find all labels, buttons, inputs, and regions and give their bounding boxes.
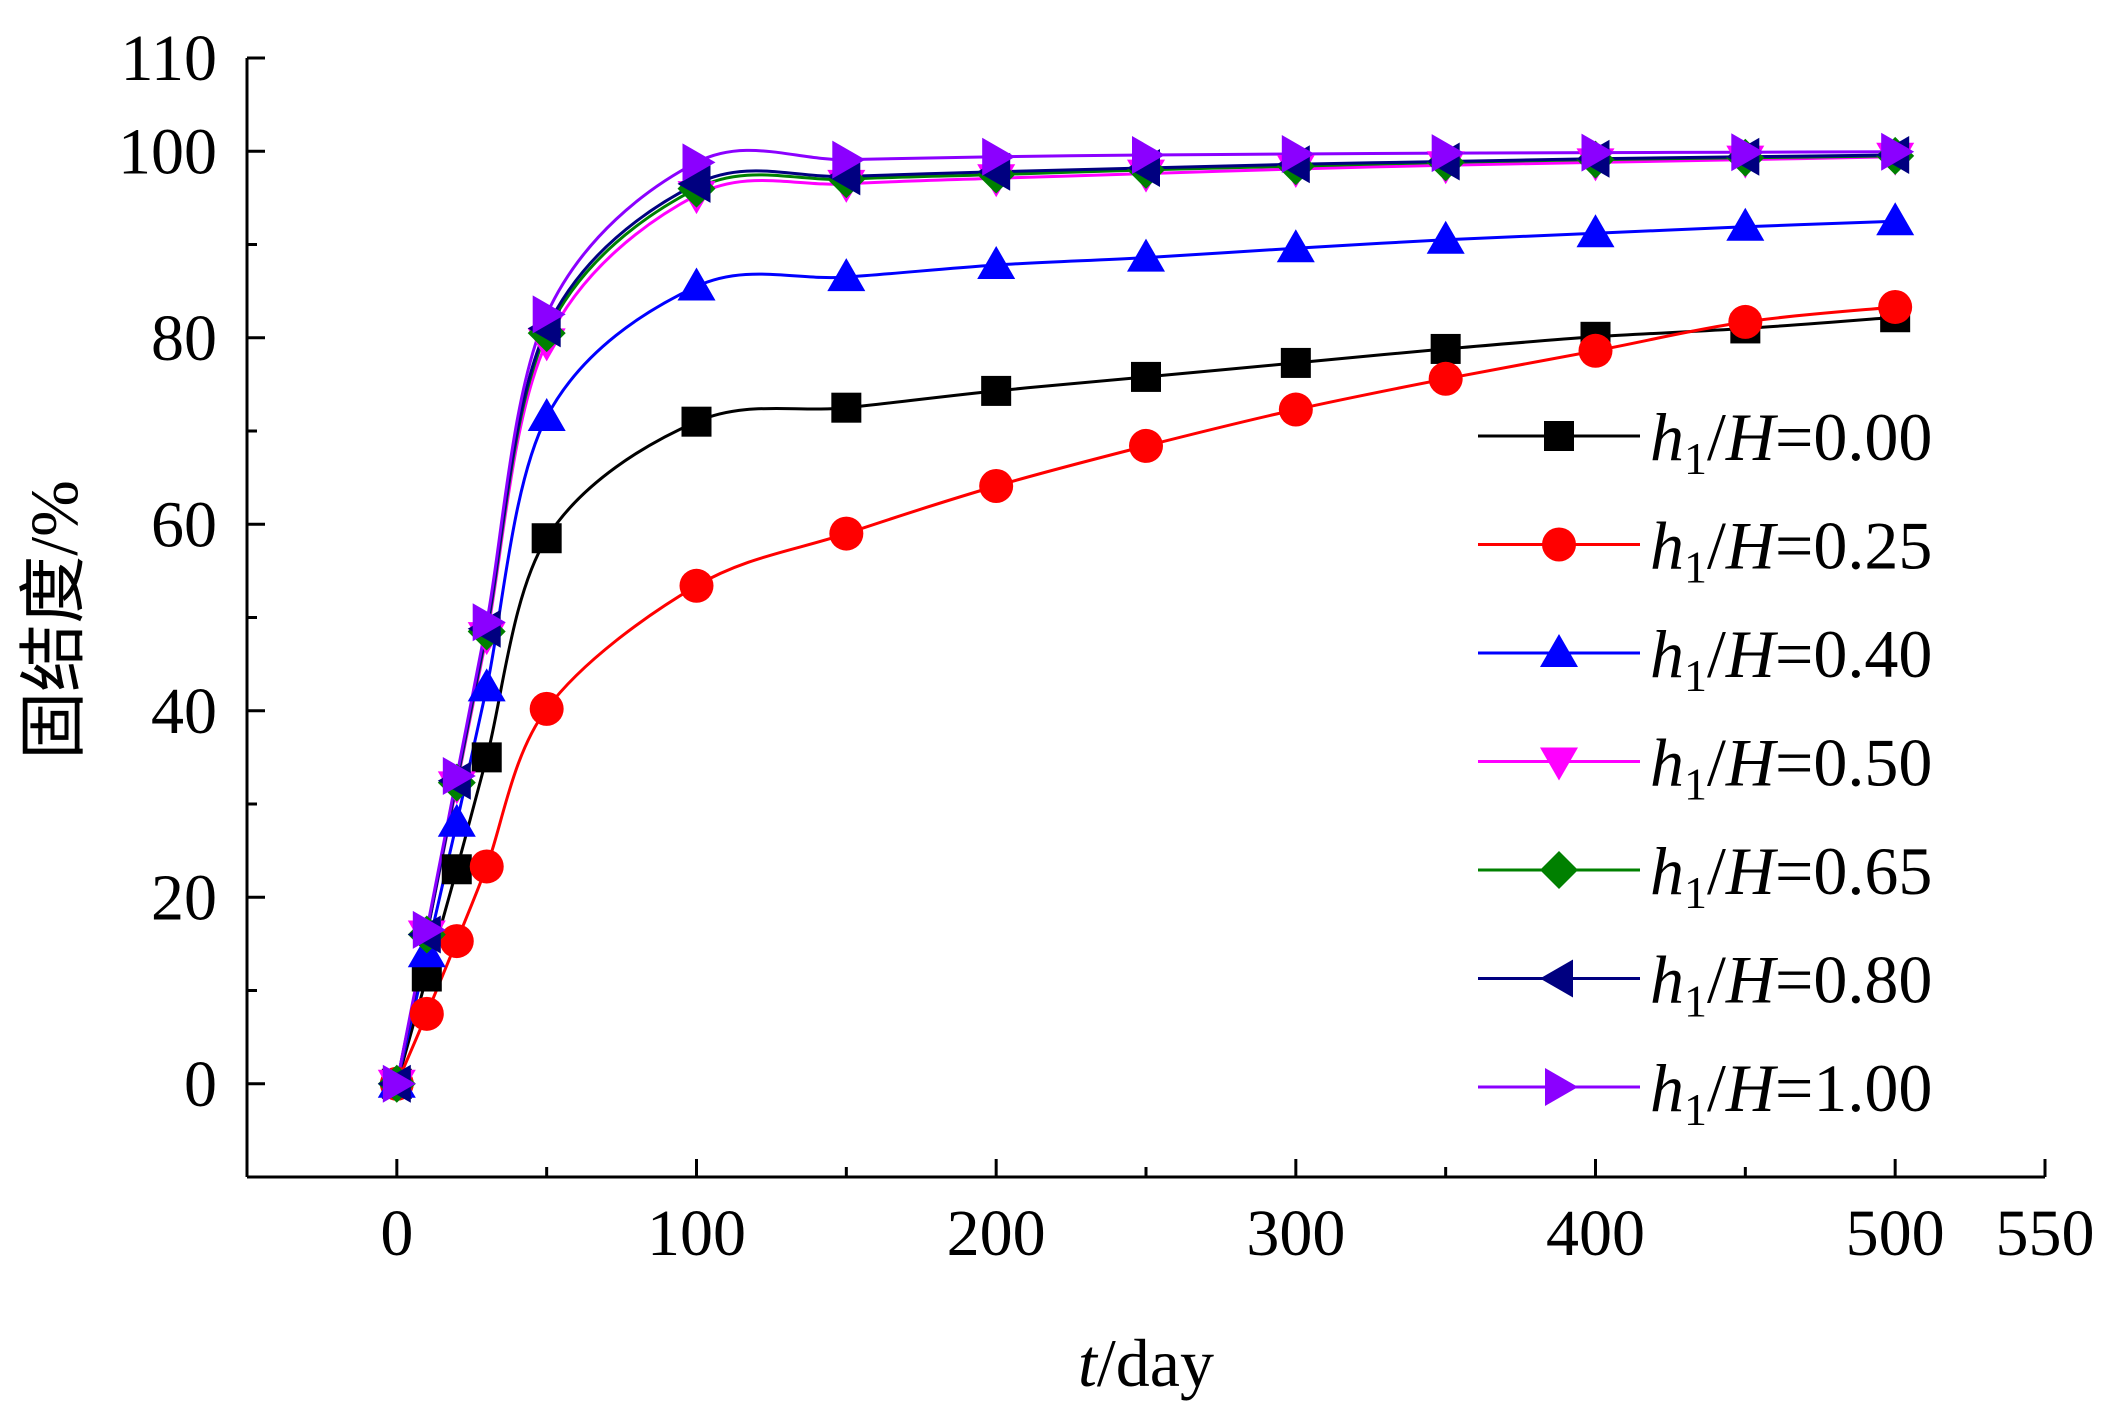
data-point: [1576, 214, 1615, 248]
data-point: [409, 996, 444, 1031]
x-axis-title: t/day: [1078, 1325, 1214, 1401]
data-point: [532, 295, 566, 334]
legend-marker: [1540, 851, 1578, 889]
x-tick-label: 0: [380, 1197, 413, 1270]
legend-label: h1/H=1.00: [1650, 1050, 1932, 1135]
y-tick-label: 40: [151, 675, 217, 748]
data-point: [1578, 333, 1613, 368]
data-point: [1731, 133, 1765, 172]
data-point: [529, 691, 564, 726]
data-point: [1876, 202, 1915, 236]
legend-marker: [1540, 634, 1578, 667]
series-line-0: [395, 315, 1896, 1085]
data-point: [1726, 207, 1765, 241]
legend-label: h1/H=0.25: [1650, 508, 1932, 593]
data-point: [382, 1064, 416, 1103]
data-point: [531, 523, 562, 554]
data-point: [979, 469, 1014, 504]
data-point: [441, 854, 472, 885]
data-point: [982, 137, 1016, 176]
y-tick-label: 0: [184, 1048, 217, 1121]
y-tick-label: 110: [120, 22, 217, 95]
data-point: [1132, 136, 1165, 174]
data-point: [831, 392, 862, 423]
data-point: [677, 164, 711, 203]
x-tick-label: 300: [1246, 1197, 1345, 1270]
data-point: [439, 924, 474, 959]
data-point: [1428, 361, 1463, 396]
data-point: [1278, 392, 1313, 427]
data-point: [1426, 220, 1465, 254]
data-point: [412, 910, 446, 949]
data-point: [527, 398, 566, 431]
legend-marker: [1542, 527, 1576, 562]
y-tick-label: 80: [151, 302, 217, 375]
legend-label: h1/H=0.50: [1650, 725, 1932, 810]
series-line-6: [395, 148, 1896, 1085]
data-point: [1280, 347, 1311, 378]
legend-marker: [1544, 421, 1574, 451]
legend-marker: [1545, 1068, 1578, 1106]
data-point: [442, 757, 476, 795]
data-point: [981, 375, 1012, 406]
legend-label: h1/H=0.40: [1650, 616, 1932, 701]
x-tick-label: 100: [647, 1197, 746, 1270]
data-point: [1878, 289, 1913, 324]
data-point: [437, 803, 476, 837]
data-point: [1881, 132, 1915, 171]
data-point: [1129, 428, 1163, 463]
data-point: [827, 258, 866, 292]
y-tick-label: 100: [118, 115, 217, 188]
legend: h1/H=0.00 h1/H=0.25 h1/H=0.40 h1/H=0.50 h1/H…: [1478, 399, 1932, 1135]
y-tick-label: 60: [151, 488, 217, 561]
x-tick-label: 550: [1996, 1197, 2095, 1270]
data-point: [977, 246, 1016, 279]
data-point: [681, 406, 712, 437]
legend-label: h1/H=0.00: [1650, 399, 1932, 484]
x-tick-label: 200: [947, 1197, 1046, 1270]
data-point: [1728, 304, 1763, 339]
data-point: [679, 568, 714, 603]
legend-marker: [1540, 747, 1578, 781]
data-point: [472, 603, 506, 642]
data-point: [677, 267, 716, 301]
data-point: [471, 742, 502, 773]
data-point: [1430, 333, 1461, 364]
x-tick-label: 500: [1846, 1197, 1945, 1270]
y-axis-title: 固结度/%: [16, 480, 92, 760]
y-tick-label: 20: [151, 861, 217, 934]
legend-marker: [1540, 959, 1573, 998]
data-point: [829, 516, 864, 551]
data-point: [832, 140, 866, 179]
legend-label: h1/H=0.65: [1650, 833, 1932, 918]
data-point: [682, 143, 716, 182]
data-point: [467, 668, 506, 702]
data-point: [1581, 133, 1615, 172]
data-point: [1281, 135, 1315, 173]
markers: [377, 132, 1915, 1103]
data-point: [1131, 361, 1161, 392]
data-point: [469, 849, 504, 884]
data-point: [1431, 134, 1465, 173]
data-point: [1276, 229, 1315, 263]
x-tick-label: 400: [1546, 1197, 1645, 1270]
ticks: 0 20 40 60 80 100 110 0 100 200 300 400 500 550: [118, 22, 2095, 1270]
legend-label: h1/H=0.80: [1650, 942, 1932, 1027]
data-point: [1127, 238, 1165, 272]
